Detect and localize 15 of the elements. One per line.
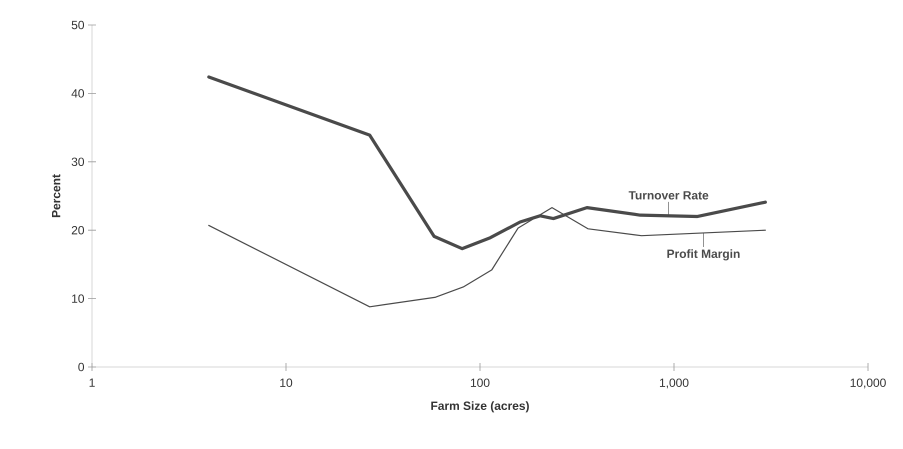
x-axis-title: Farm Size (acres) [431, 401, 529, 412]
y-tick-label: 50 [72, 20, 84, 30]
y-tick-label: 30 [72, 158, 84, 166]
legend-label: Profit Margin [667, 249, 740, 260]
x-tick-label: 1 [90, 378, 95, 387]
y-axis-title: Percent [52, 174, 60, 218]
y-tick-label: 40 [71, 89, 84, 98]
x-tick-label: 1,000 [660, 378, 688, 388]
x-tick-label: 10 [280, 378, 292, 387]
x-tick-label: 100 [470, 378, 490, 387]
y-tick-label: 20 [72, 226, 84, 234]
series-label: Turnover Rate [628, 191, 708, 200]
x-tick-label: 10,000 [850, 378, 886, 388]
y-tick-label: 10 [72, 294, 84, 303]
y-tick-label: 0 [78, 362, 84, 372]
